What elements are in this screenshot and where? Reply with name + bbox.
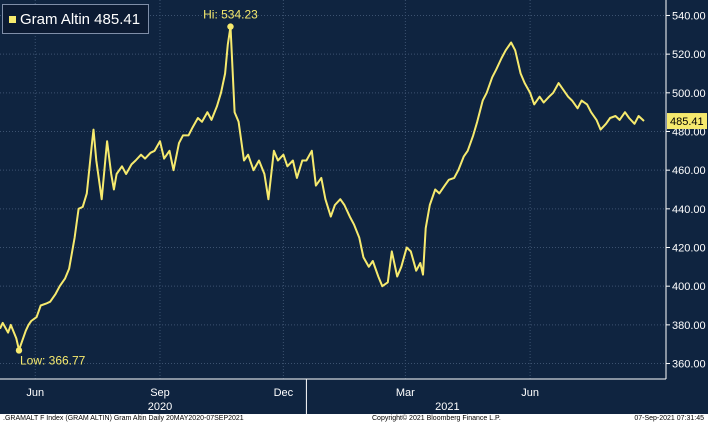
y-tick-label: 540.00 — [672, 10, 706, 22]
y-tick-label: 400.00 — [672, 281, 706, 293]
year-label: 2020 — [148, 401, 172, 413]
series-layer — [0, 25, 645, 351]
y-tick-label: 360.00 — [672, 359, 706, 371]
high-marker — [227, 23, 234, 30]
y-tick-label: 520.00 — [672, 49, 706, 61]
y-tick-label: 500.00 — [672, 88, 706, 100]
low-label: Low: 366.77 — [20, 353, 86, 367]
last-value-tag — [667, 113, 707, 130]
x-tick-label: Jun — [521, 387, 539, 399]
footer-copyright: Copyright© 2021 Bloomberg Finance L.P. — [372, 415, 501, 422]
footer: .GRAMALT F Index (GRAM ALTIN) Gram Altin… — [0, 414, 708, 425]
footer-timestamp: 07-Sep-2021 07:31:45 — [634, 415, 704, 422]
annotations: Hi: 534.23 Low: 366.77 485.41 — [15, 8, 707, 367]
x-tick-label: Mar — [396, 387, 415, 399]
legend: Gram Altin 485.41 — [2, 4, 150, 34]
footer-security-info: .GRAMALT F Index (GRAM ALTIN) Gram Altin… — [3, 415, 244, 422]
year-label: 2021 — [435, 401, 459, 413]
x-tick-label: Dec — [274, 387, 294, 399]
axes: 360.00 380.00 400.00 420.00 440.00 460.00 480.… — [0, 0, 706, 414]
legend-swatch — [9, 15, 16, 23]
low-marker — [15, 347, 23, 354]
y-tick-label: 380.00 — [672, 320, 706, 332]
high-label: Hi: 534.23 — [203, 8, 258, 22]
y-tick-label: 460.00 — [672, 165, 706, 177]
legend-label: Gram Altin 485.41 — [20, 10, 141, 28]
series-line — [0, 25, 645, 351]
x-tick-label: Jun — [26, 387, 44, 399]
last-value-label: 485.41 — [670, 116, 704, 128]
y-tick-label: 480.00 — [672, 126, 706, 138]
y-tick-label: 420.00 — [672, 243, 706, 255]
x-tick-label: Sep — [150, 387, 170, 399]
y-tick-label: 440.00 — [672, 204, 706, 216]
